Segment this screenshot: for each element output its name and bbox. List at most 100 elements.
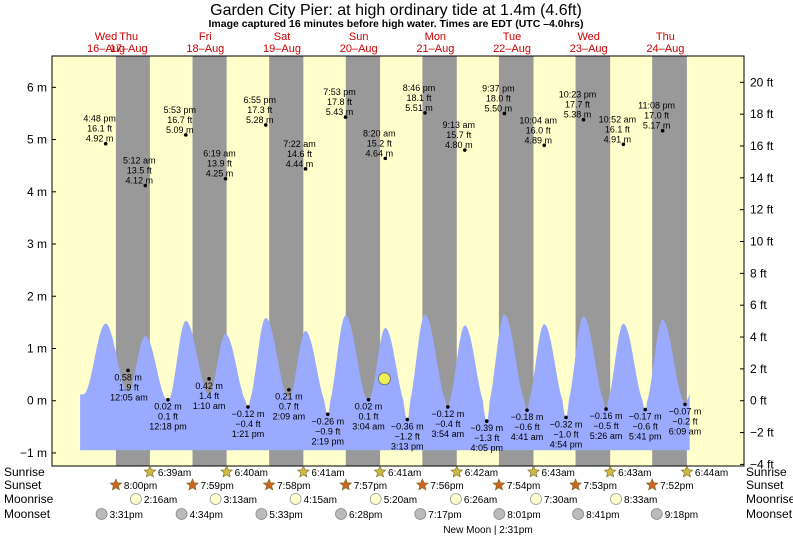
low-tide-time: 12:18 pm (149, 422, 187, 432)
high-tide-feet: 16.0 ft (526, 125, 552, 135)
left-tick-label: 5 m (27, 133, 47, 147)
sunrise-icon (680, 465, 694, 478)
low-tide-time: 2:09 am (273, 412, 306, 422)
day-weekday-label: Tue (503, 31, 522, 43)
low-tide-time: 1:10 am (193, 401, 226, 411)
right-tick-label: 8 ft (750, 266, 767, 280)
low-tide-meters: −0.39 m (470, 423, 503, 433)
low-tide-feet: −0.2 ft (672, 416, 698, 426)
moonset-icon (414, 508, 427, 520)
day-date-label: 22–Aug (493, 43, 531, 55)
day-date-label: 19–Aug (263, 43, 301, 55)
sunrise-row-label-right: Sunrise (746, 465, 787, 479)
high-tide-feet: 16.7 ft (167, 115, 193, 125)
right-tick-label: 6 ft (750, 298, 767, 312)
low-tide-time: 6:09 am (669, 426, 702, 436)
high-tide-meters: 5.09 m (166, 125, 194, 135)
sunset-icon (645, 478, 659, 491)
high-tide-dot (223, 176, 228, 181)
left-y-axis: −1 m 0 m 1 m 2 m 3 m 4 m 5 m 6 m (20, 80, 56, 460)
low-tide-time: 12:05 am (110, 392, 148, 402)
low-tide-time: 1:21 pm (232, 429, 265, 439)
sunset-time: 8:00pm (124, 481, 157, 492)
moonset-time: 7:17pm (428, 510, 461, 521)
moonrise-time: 5:20am (384, 495, 417, 506)
low-tide-feet: 0.1 ft (358, 412, 379, 422)
sunset-icon (339, 478, 353, 491)
high-tide-time: 6:55 pm (244, 95, 277, 105)
low-tide-feet: −0.4 ft (435, 419, 461, 429)
high-tide-feet: 17.8 ft (327, 97, 353, 107)
day-date-label: 16–Aug (87, 43, 125, 55)
low-tide-meters: 0.02 m (154, 402, 182, 412)
sunset-time: 7:57pm (354, 481, 387, 492)
moonset-icon (175, 508, 188, 520)
low-tide-dot (683, 402, 687, 407)
sunset-icon (569, 478, 583, 491)
new-moon-text: New Moon (443, 525, 491, 536)
high-tide-feet: 16.1 ft (605, 124, 631, 134)
new-moon-separator: | (491, 525, 499, 536)
sunrise-icon (220, 465, 234, 478)
low-tide-time: 4:41 am (511, 432, 544, 442)
right-tick-label: 2 ft (750, 362, 767, 376)
moonrise-time: 6:26am (464, 495, 497, 506)
sunrise-time: 6:39am (158, 468, 191, 479)
chart-title: Garden City Pier: at high ordinary tide … (210, 2, 582, 19)
left-tick-label: 1 m (27, 341, 47, 355)
tide-curve-area (80, 314, 690, 451)
moonset-time: 9:18pm (665, 510, 698, 521)
low-tide-dot (405, 417, 410, 422)
moonset-row-label-left: Moonset (4, 507, 51, 521)
moonrise-icon (610, 493, 622, 505)
high-tide-time: 10:04 am (519, 115, 557, 125)
low-tide-dot (325, 412, 330, 417)
right-tick-label: 14 ft (750, 171, 774, 185)
moonset-time: 8:01pm (507, 510, 540, 521)
moonset-icon (650, 508, 663, 520)
low-tide-dot (484, 419, 489, 423)
moonrise-icon (530, 493, 542, 505)
moonset-icon (95, 508, 108, 520)
right-tick-label: 10 ft (750, 235, 774, 249)
high-tide-meters: 5.51 m (405, 103, 433, 113)
moonrise-icon (369, 493, 382, 505)
day-date-label: 23–Aug (570, 43, 608, 55)
low-tide-meters: −0.26 m (311, 416, 344, 426)
sunset-time: 7:53pm (584, 481, 617, 492)
low-tide-feet: −1.2 ft (395, 432, 421, 442)
high-tide-dot (502, 111, 507, 116)
left-tick-label: 2 m (27, 289, 47, 303)
high-tide-time: 10:52 am (599, 114, 637, 124)
high-tide-feet: 15.7 ft (446, 130, 472, 140)
sunset-time: 7:56pm (430, 481, 463, 492)
high-tide-meters: 5.28 m (246, 115, 274, 125)
low-tide-feet: −0.6 ft (633, 422, 659, 432)
high-tide-time: 10:23 pm (559, 90, 597, 100)
low-tide-time: 5:26 am (590, 431, 623, 441)
sunset-icon (492, 478, 506, 491)
day-weekday-label: Mon (425, 31, 446, 43)
high-tide-time: 11:08 pm (638, 101, 675, 111)
day-date-label: 24–Aug (646, 43, 684, 55)
sunrise-time: 6:41am (311, 468, 344, 479)
moonset-time: 8:41pm (586, 510, 619, 521)
moonset-time: 6:28pm (349, 510, 382, 521)
sunset-time: 7:58pm (277, 481, 310, 492)
day-labels: Wed16–AugThu17–AugFri18–AugSat19–AugSun2… (87, 31, 684, 55)
high-tide-dot (263, 123, 268, 127)
high-tide-time: 8:20 am (363, 128, 396, 138)
low-tide-dot (604, 407, 608, 411)
moonset-icon (255, 508, 268, 520)
right-tick-label: 12 ft (750, 203, 774, 217)
right-y-axis: −4 ft −2 ft 0 ft 2 ft 4 ft 6 ft 8 ft 10 ft 12 ft… (740, 75, 774, 471)
high-tide-feet: 17.0 ft (644, 111, 670, 121)
high-tide-dot (303, 167, 308, 171)
low-tide-meters: −0.18 m (511, 412, 544, 422)
high-tide-dot (423, 111, 427, 115)
low-tide-feet: −0.9 ft (315, 426, 341, 436)
sunrise-time: 6:40am (235, 468, 268, 479)
sunrise-time: 6:43am (541, 468, 574, 479)
right-tick-label: 20 ft (750, 75, 774, 89)
